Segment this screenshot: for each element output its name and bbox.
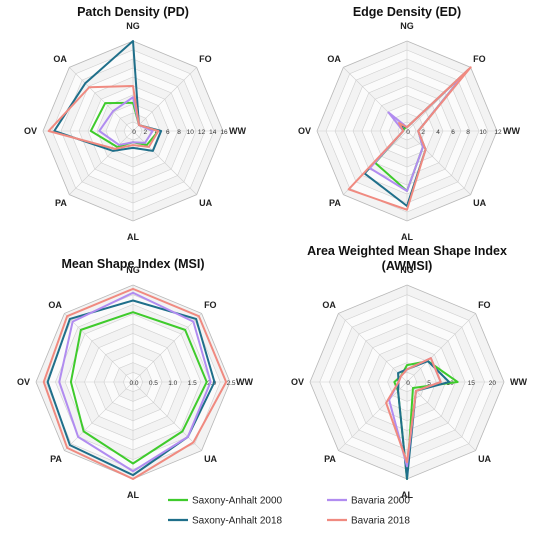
legend-label: Bavaria 2018: [351, 516, 410, 527]
axis-label-al: AL: [127, 490, 139, 500]
grid-spoke: [69, 67, 134, 132]
grid-spoke: [64, 313, 134, 383]
axis-label-fo: FO: [473, 54, 486, 64]
tick-label: 2.0: [207, 380, 216, 387]
chart-title: Area Weighted Mean Shape Index: [307, 244, 507, 258]
tick-label: 0: [132, 129, 136, 136]
series-bavaria-2018: [347, 66, 472, 211]
grid-spoke: [132, 313, 202, 383]
chart-title: Patch Density (PD): [77, 5, 189, 19]
axis-label-ov: OV: [291, 377, 304, 387]
axis-label-ww: WW: [510, 377, 527, 387]
radar-charts: Patch Density (PD)0 2 4 6 8 10 12 14 16NGFOWWUAA…: [17, 5, 528, 500]
tick-label: 4: [436, 129, 440, 136]
axis-label-ng: NG: [400, 265, 414, 275]
axis-label-pa: PA: [50, 454, 62, 464]
axis-label-al: AL: [401, 232, 413, 242]
grid-spoke: [338, 313, 408, 383]
grid-spoke: [132, 130, 197, 195]
axis-label-ng: NG: [400, 21, 414, 31]
axis-label-ng: NG: [126, 265, 140, 275]
radar-chart-2: Edge Density (ED) 0 2 4 6 8 10 12 NG FO WW UA AL PA OV…: [298, 5, 521, 242]
axis-label-fo: FO: [478, 300, 491, 310]
axis-label-ww: WW: [229, 126, 246, 136]
grid-spoke: [406, 313, 476, 383]
axis-label-ua: UA: [478, 454, 491, 464]
series-bavaria-2000: [58, 291, 212, 473]
chart-title: Edge Density (ED): [353, 5, 461, 19]
legend-label: Saxony-Anhalt 2000: [192, 496, 283, 507]
series-bavaria-2018: [385, 357, 442, 464]
tick-label: 12: [494, 129, 502, 136]
chart-title: Mean Shape Index (MSI): [61, 257, 204, 271]
axis-label-ov: OV: [24, 126, 37, 136]
grid-spoke: [132, 67, 197, 132]
axis-label-ww: WW: [503, 126, 520, 136]
grid-spoke: [69, 130, 134, 195]
tick-label: 8: [177, 129, 181, 136]
tick-label: 2.5: [226, 380, 235, 387]
tick-label: 1.5: [188, 380, 197, 387]
radar-chart-1: Patch Density (PD)0 2 4 6 8 10 12 14 16NGFOWWUAA…: [24, 5, 247, 242]
tick-label: 16: [220, 129, 228, 136]
tick-label: 2: [143, 129, 147, 136]
tick-label: 8: [466, 129, 470, 136]
axis-label-fo: FO: [199, 54, 212, 64]
axis-label-ng: NG: [126, 21, 140, 31]
radar-grid: [35, 284, 231, 480]
tick-label: 20: [489, 380, 497, 387]
axis-label-pa: PA: [324, 454, 336, 464]
tick-label: 5: [427, 380, 431, 387]
tick-label: 10: [187, 129, 195, 136]
axis-label-oa: OA: [53, 54, 67, 64]
axis-label-oa: OA: [48, 300, 62, 310]
tick-label: 12: [198, 129, 206, 136]
axis-label-ua: UA: [473, 198, 486, 208]
grid-spoke: [406, 130, 471, 195]
tick-label: 0.0: [129, 380, 138, 387]
tick-label: 15: [468, 380, 476, 387]
grid-spoke: [338, 381, 408, 451]
axis-label-pa: PA: [55, 198, 67, 208]
grid-spoke: [406, 381, 476, 451]
grid-spoke: [132, 381, 202, 451]
series-bavaria-2018: [47, 85, 160, 150]
axis-label-oa: OA: [322, 300, 336, 310]
tick-label: 6: [451, 129, 455, 136]
radar-chart-4: Area Weighted Mean Shape Index(AWMSI) 0 5 1…: [291, 244, 528, 500]
chart-legend: Saxony-Anhalt 2000 Saxony-Anhalt 2018 Bava…: [168, 496, 410, 527]
axis-label-ua: UA: [204, 454, 217, 464]
axis-label-al: AL: [401, 490, 413, 500]
tick-label: 10: [479, 129, 487, 136]
tick-label: 6: [166, 129, 170, 136]
grid-spoke: [64, 381, 134, 451]
grid-spoke: [343, 67, 408, 132]
axis-label-ua: UA: [199, 198, 212, 208]
axis-label-al: AL: [127, 232, 139, 242]
axis-label-ww: WW: [236, 377, 253, 387]
chart-title: (AWMSI): [382, 259, 433, 273]
series-saxony-anhalt-2000: [69, 311, 208, 465]
tick-label: 0.5: [149, 380, 158, 387]
tick-label: 1.0: [168, 380, 177, 387]
legend-label: Saxony-Anhalt 2018: [192, 516, 283, 527]
axis-label-pa: PA: [329, 198, 341, 208]
radar-chart-3: Mean Shape Index (MSI) 0.0 0.5 1.0 1.5 2.0 2.5…: [17, 257, 254, 500]
tick-label: 14: [209, 129, 217, 136]
series-bavaria-2018: [42, 287, 228, 480]
axis-label-oa: OA: [327, 54, 341, 64]
legend-label: Bavaria 2000: [351, 496, 410, 507]
axis-label-ov: OV: [298, 126, 311, 136]
tick-label: 2: [421, 129, 425, 136]
axis-label-ov: OV: [17, 377, 30, 387]
axis-label-fo: FO: [204, 300, 217, 310]
tick-label: 0: [406, 129, 410, 136]
tick-label: 0: [406, 380, 410, 387]
radar-grid: [309, 284, 505, 480]
series-saxony-anhalt-2018: [46, 299, 216, 477]
